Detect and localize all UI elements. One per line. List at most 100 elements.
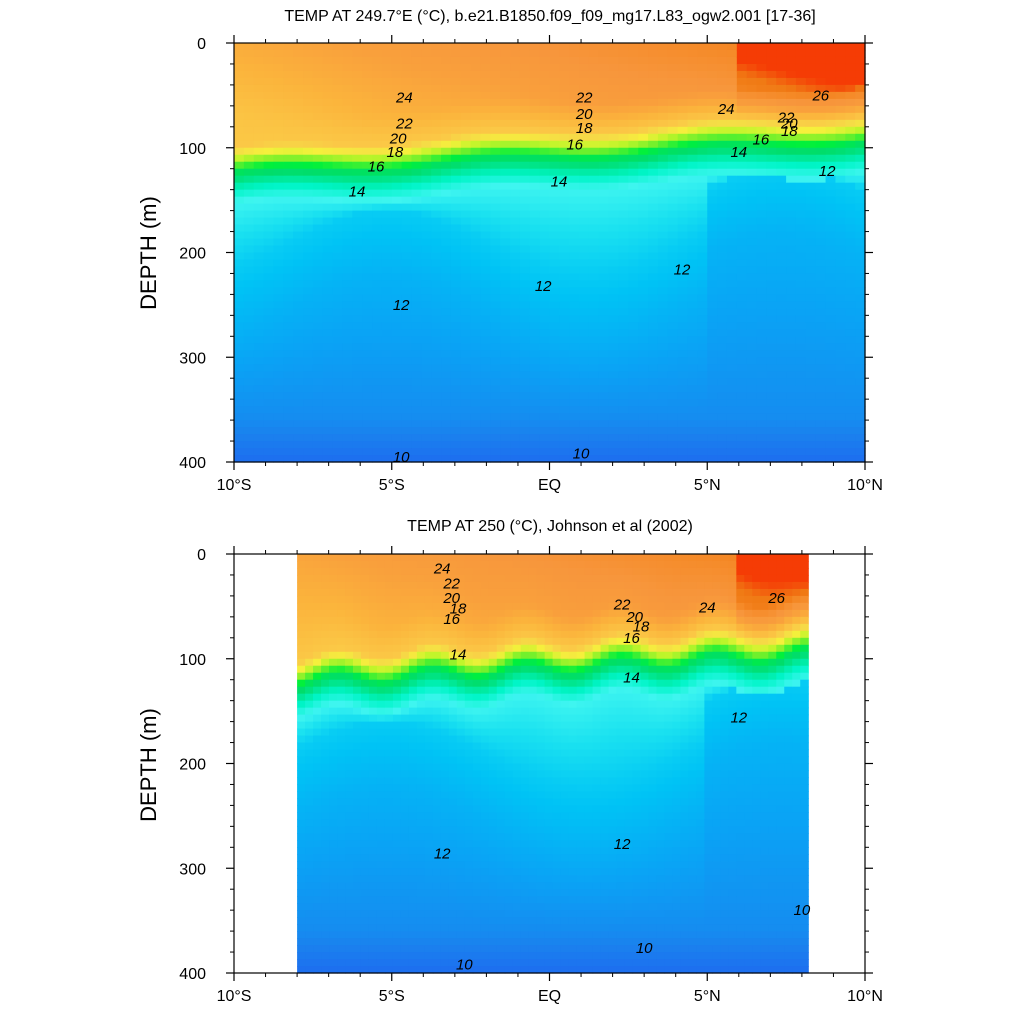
field-cell xyxy=(332,203,344,212)
field-cell xyxy=(321,889,330,897)
field-cell xyxy=(707,357,718,365)
field-cell xyxy=(825,406,837,414)
field-cell xyxy=(500,266,511,275)
field-cell xyxy=(345,777,354,786)
field-cell xyxy=(283,315,294,323)
field-cell xyxy=(539,210,551,219)
field-cell xyxy=(638,364,649,372)
field-cell xyxy=(490,175,501,184)
field-cell xyxy=(441,210,452,219)
field-cell xyxy=(273,266,284,275)
field-cell xyxy=(588,168,600,177)
field-cell xyxy=(416,623,426,632)
field-cell xyxy=(352,266,363,275)
field-cell xyxy=(480,63,491,72)
field-cell xyxy=(529,133,541,142)
field-cell xyxy=(263,98,275,107)
field-cell xyxy=(424,882,434,890)
field-cell xyxy=(588,112,600,121)
field-cell xyxy=(273,343,284,351)
field-cell xyxy=(313,896,322,904)
field-cell xyxy=(273,245,284,254)
field-cell xyxy=(510,434,521,442)
field-cell xyxy=(618,43,629,51)
field-cell xyxy=(559,147,570,156)
field-cell xyxy=(628,140,639,149)
field-cell xyxy=(825,161,837,170)
field-cell xyxy=(360,679,370,688)
field-cell xyxy=(384,952,394,960)
field-cell xyxy=(460,441,472,449)
field-cell xyxy=(332,280,344,289)
field-cell xyxy=(687,84,698,93)
field-cell xyxy=(322,105,334,114)
field-cell xyxy=(424,756,434,765)
field-cell xyxy=(384,609,394,618)
field-cell xyxy=(667,301,679,309)
field-cell xyxy=(638,77,649,86)
field-cell xyxy=(408,742,418,751)
field-cell xyxy=(293,133,304,142)
field-cell xyxy=(470,280,482,289)
field-cell xyxy=(559,238,570,247)
field-cell xyxy=(273,126,284,135)
field-cell xyxy=(303,343,314,351)
field-cell xyxy=(786,378,797,386)
field-cell xyxy=(353,686,362,695)
field-cell xyxy=(608,168,620,177)
field-cell xyxy=(360,791,370,800)
field-cell xyxy=(805,273,817,282)
field-cell xyxy=(321,714,330,723)
field-cell xyxy=(360,812,370,820)
field-cell xyxy=(717,112,728,121)
field-cell xyxy=(421,420,432,428)
field-cell xyxy=(234,357,245,365)
field-cell xyxy=(766,392,777,400)
field-cell xyxy=(384,742,394,751)
field-cell xyxy=(273,112,284,121)
field-cell xyxy=(657,43,669,51)
field-cell xyxy=(815,91,827,100)
field-cell xyxy=(588,245,600,254)
field-cell xyxy=(579,189,590,198)
field-cell xyxy=(825,329,837,337)
field-cell xyxy=(305,686,314,695)
field-cell xyxy=(490,126,501,135)
field-cell xyxy=(786,434,797,442)
field-cell xyxy=(549,189,560,198)
field-cell xyxy=(411,175,422,184)
field-cell xyxy=(408,630,418,639)
field-cell xyxy=(253,175,265,184)
field-cell xyxy=(815,343,827,351)
field-cell xyxy=(352,245,363,254)
field-cell xyxy=(648,161,659,170)
field-cell xyxy=(362,126,373,135)
field-cell xyxy=(421,98,432,107)
field-cell xyxy=(588,98,600,107)
field-cell xyxy=(322,168,334,177)
field-cell xyxy=(628,98,639,107)
field-cell xyxy=(638,49,649,58)
field-cell xyxy=(322,378,334,386)
field-cell xyxy=(376,735,386,744)
field-cell xyxy=(431,357,442,365)
field-cell xyxy=(717,119,728,128)
contour-label: 18 xyxy=(387,144,404,161)
field-cell xyxy=(490,84,501,93)
field-cell xyxy=(795,399,807,407)
field-cell xyxy=(431,406,442,414)
field-cell xyxy=(337,784,346,793)
field-cell xyxy=(598,231,610,240)
field-cell xyxy=(297,581,306,590)
field-cell xyxy=(337,554,346,562)
field-cell xyxy=(776,49,787,58)
field-cell xyxy=(825,371,837,379)
field-cell xyxy=(372,105,383,114)
field-cell xyxy=(253,196,265,205)
field-cell xyxy=(342,371,353,379)
field-cell xyxy=(337,609,346,618)
field-cell xyxy=(391,245,403,254)
field-cell xyxy=(855,140,866,149)
field-cell xyxy=(431,70,442,79)
